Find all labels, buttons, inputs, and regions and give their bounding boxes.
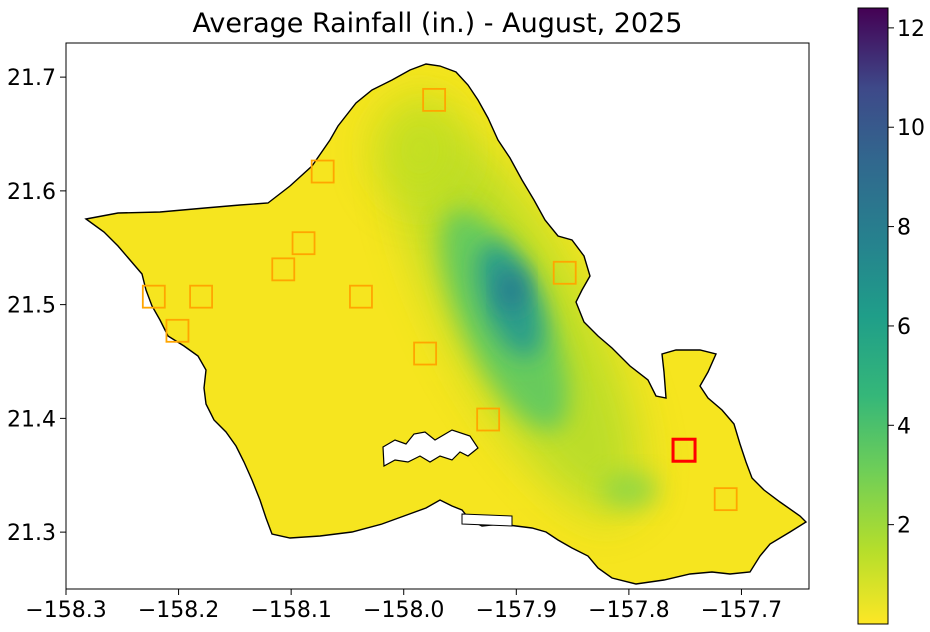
station-marker xyxy=(291,231,316,256)
y-tick-label: 21.6 xyxy=(7,180,56,205)
station-marker xyxy=(713,487,738,512)
x-tick-label: −158.3 xyxy=(25,598,106,623)
airport-reef-runway xyxy=(461,513,513,527)
y-tick-label: 21.7 xyxy=(7,66,56,91)
x-tick-label: −158.0 xyxy=(363,598,444,623)
colorbar-tick-label: 6 xyxy=(897,315,911,340)
colorbar-tick-label: 10 xyxy=(897,116,925,141)
x-tick-label: −157.7 xyxy=(701,598,782,623)
station-marker xyxy=(349,284,373,309)
x-tick-label: −158.2 xyxy=(138,598,219,623)
y-tick-label: 21.3 xyxy=(7,521,56,546)
rainfall-gradient xyxy=(375,95,658,518)
x-tick-label: −157.8 xyxy=(588,598,669,623)
colorbar-tick-label: 8 xyxy=(897,216,911,241)
station-marker xyxy=(310,159,335,184)
station-marker xyxy=(271,257,296,282)
colorbar-axis: 2 4 6 8 10 12 xyxy=(888,17,925,539)
station-marker xyxy=(413,341,438,366)
station-marker xyxy=(141,284,166,309)
x-tick-label: −158.1 xyxy=(250,598,331,623)
station-marker xyxy=(422,87,447,112)
station-marker xyxy=(165,318,190,343)
colorbar-tick-label: 4 xyxy=(897,414,911,439)
y-axis: 21.3 21.4 21.5 21.6 21.7 xyxy=(7,66,66,546)
colorbar xyxy=(857,7,889,625)
map-title: Average Rainfall (in.) - August, 2025 xyxy=(192,8,683,39)
station-markers xyxy=(141,87,738,512)
y-tick-label: 21.5 xyxy=(7,294,56,319)
rainfall-southeast xyxy=(602,472,658,508)
x-axis: −158.3 −158.2 −158.1 −158.0 −157.9 −157.8 −157… xyxy=(25,589,782,623)
station-marker xyxy=(189,284,213,309)
pearl-harbor-lochs xyxy=(382,429,479,467)
rainfall-band-north xyxy=(375,95,465,205)
colorbar-tick-label: 12 xyxy=(897,17,925,42)
highlighted-station-marker xyxy=(671,437,697,463)
rainfall-peak xyxy=(499,270,525,310)
station-marker xyxy=(552,260,577,285)
island-coastline xyxy=(84,63,808,585)
y-tick-label: 21.4 xyxy=(7,407,56,432)
station-marker xyxy=(476,407,501,432)
colorbar-tick-label: 2 xyxy=(897,514,911,539)
x-tick-label: −157.9 xyxy=(476,598,557,623)
